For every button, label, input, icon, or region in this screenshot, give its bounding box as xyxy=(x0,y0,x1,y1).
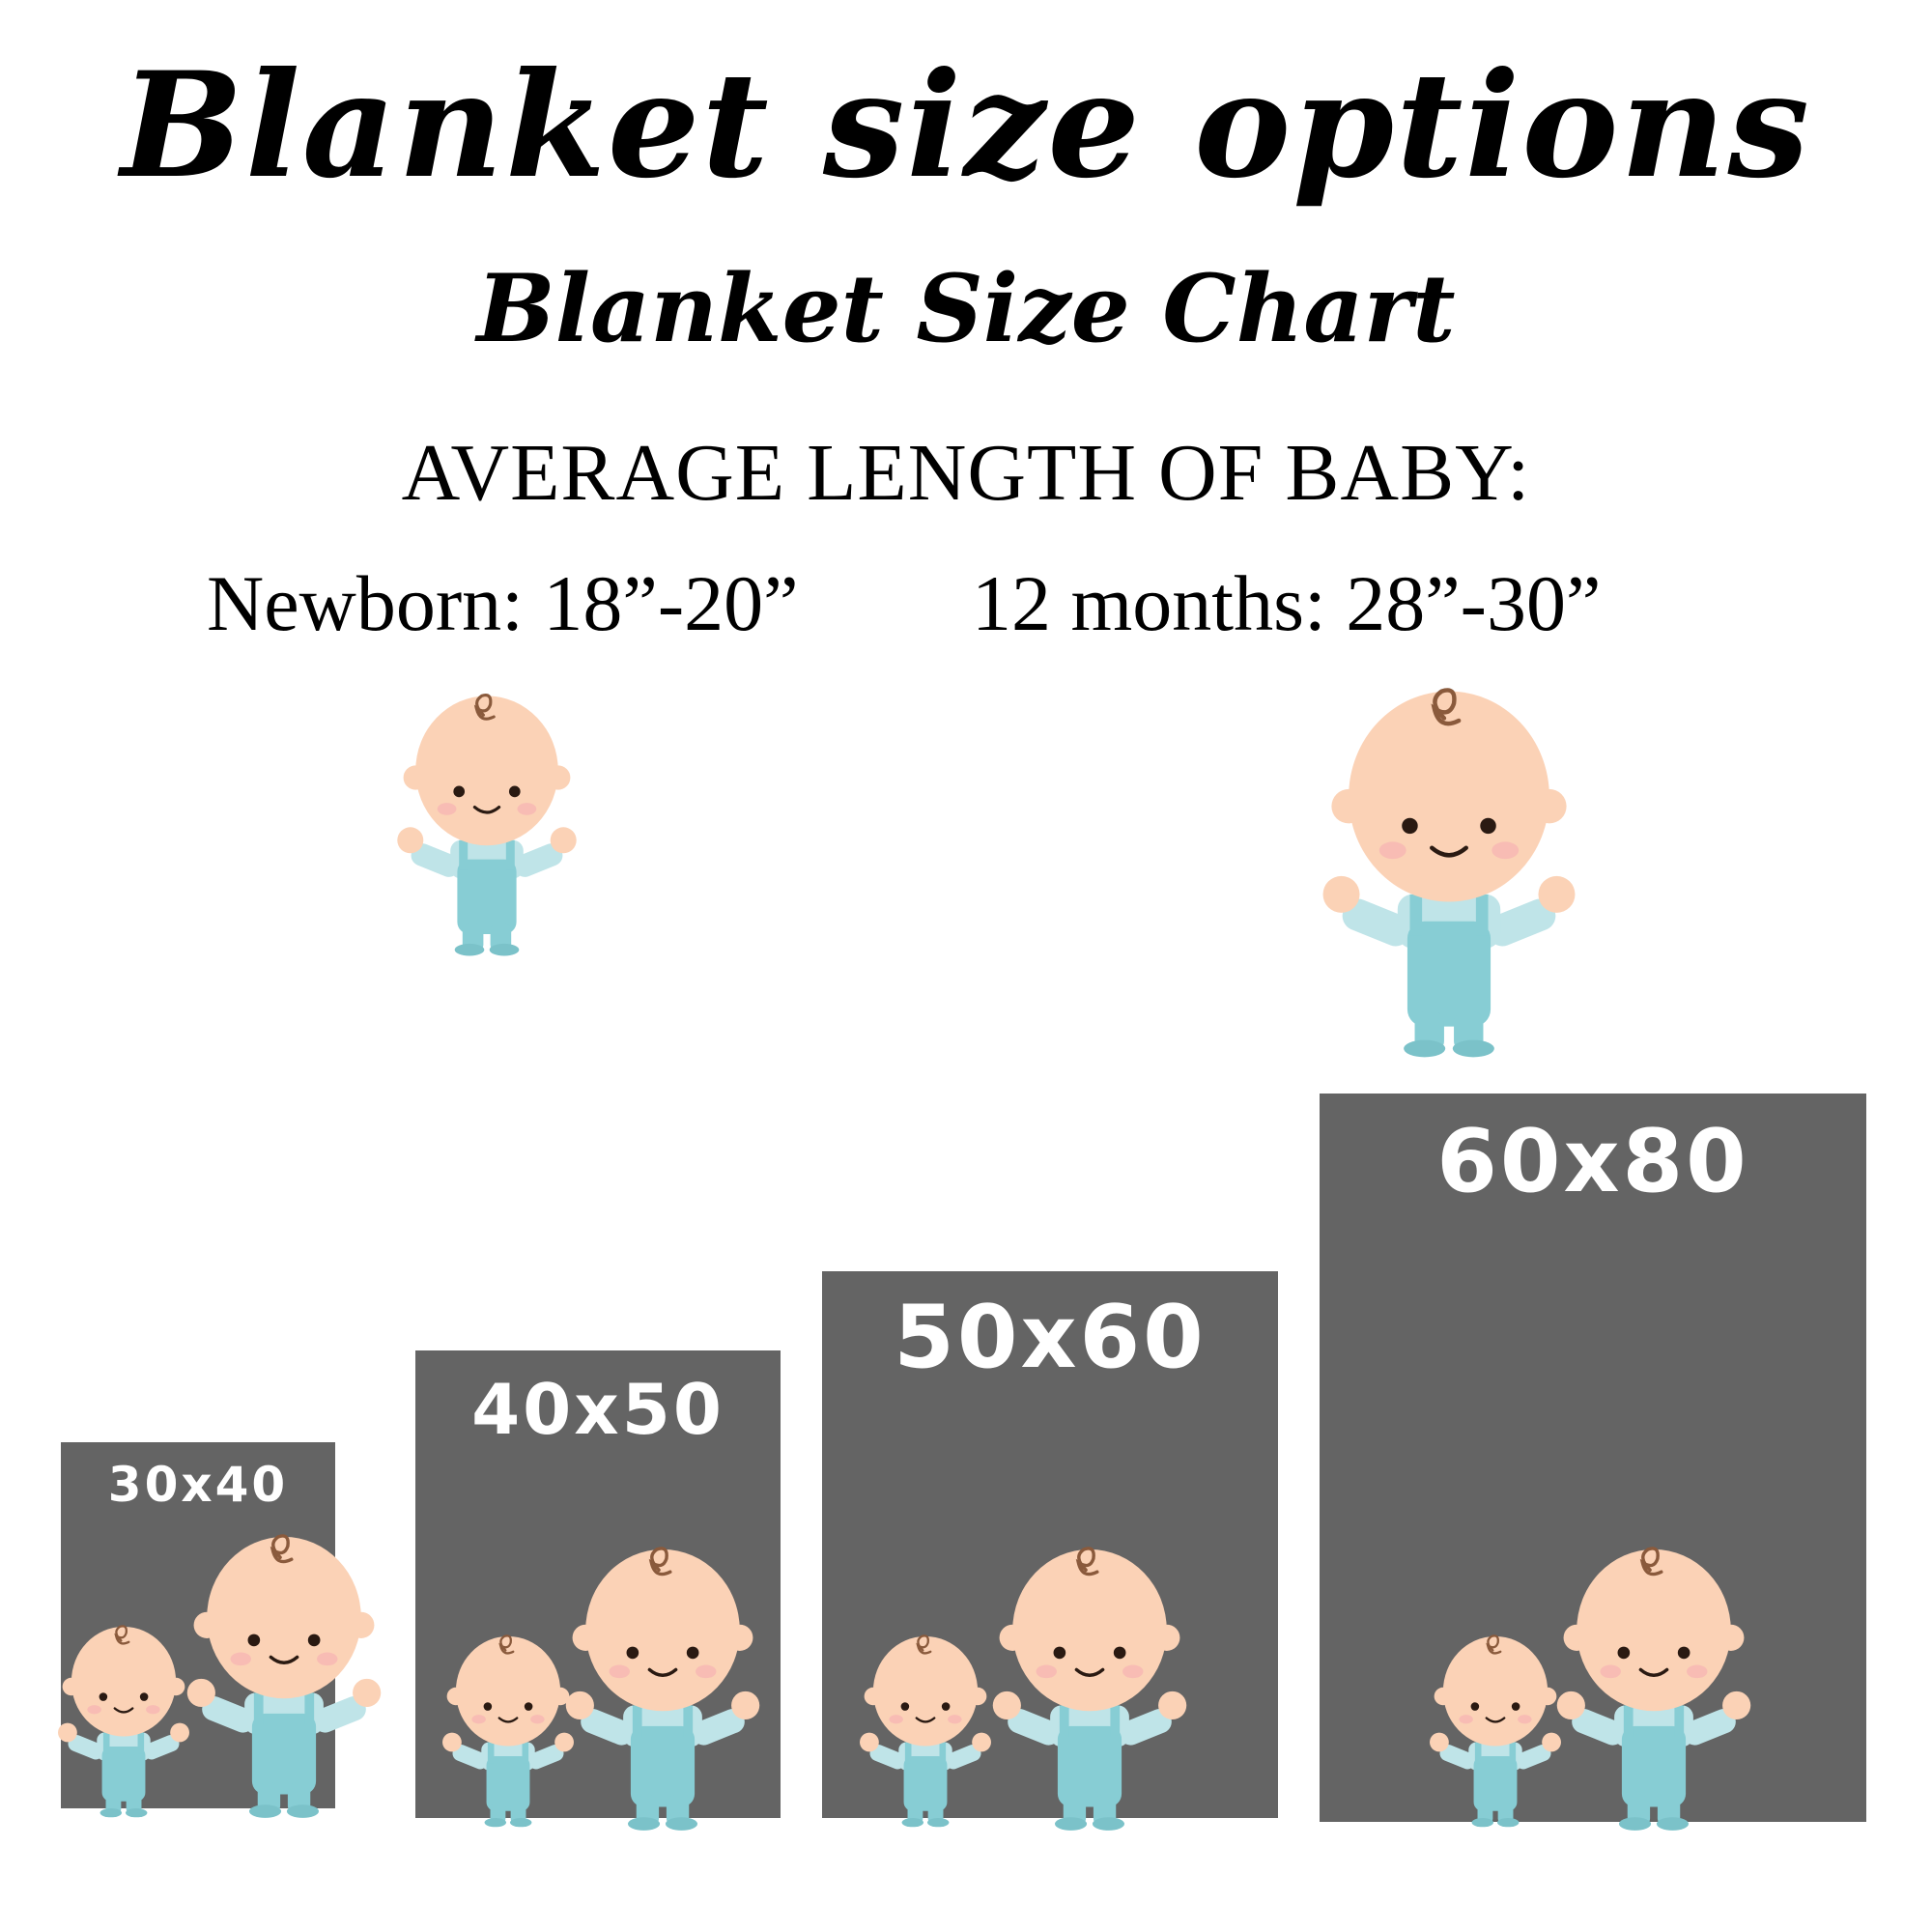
newborn-baby-icon xyxy=(1428,1634,1563,1829)
blanket-60x80: 60x80 xyxy=(1320,1094,1866,1822)
average-length-heading: AVERAGE LENGTH OF BABY: xyxy=(401,428,1531,518)
newborn-baby-icon xyxy=(395,694,579,958)
blanket-size-label: 40x50 xyxy=(471,1369,724,1450)
toddler-baby-icon xyxy=(1555,1547,1752,1833)
toddler-baby-icon xyxy=(185,1534,383,1820)
toddler-baby-icon xyxy=(564,1547,761,1833)
blanket-size-label: 30x40 xyxy=(107,1457,289,1513)
chart-subtitle: Blanket Size Chart xyxy=(476,254,1456,363)
blanket-size-label: 50x60 xyxy=(894,1287,1207,1388)
twelve-month-length-label: 12 months: 28”-30” xyxy=(972,559,1602,647)
newborn-length-label: Newborn: 18”-20” xyxy=(207,559,799,647)
blanket-size-label: 60x80 xyxy=(1436,1111,1749,1212)
toddler-baby-icon xyxy=(1319,684,1579,1051)
newborn-baby-icon xyxy=(858,1634,993,1829)
page-title: Blanket size options xyxy=(121,41,1811,211)
newborn-baby-icon xyxy=(440,1634,576,1829)
newborn-baby-icon xyxy=(56,1625,191,1819)
toddler-baby-icon xyxy=(991,1547,1188,1833)
